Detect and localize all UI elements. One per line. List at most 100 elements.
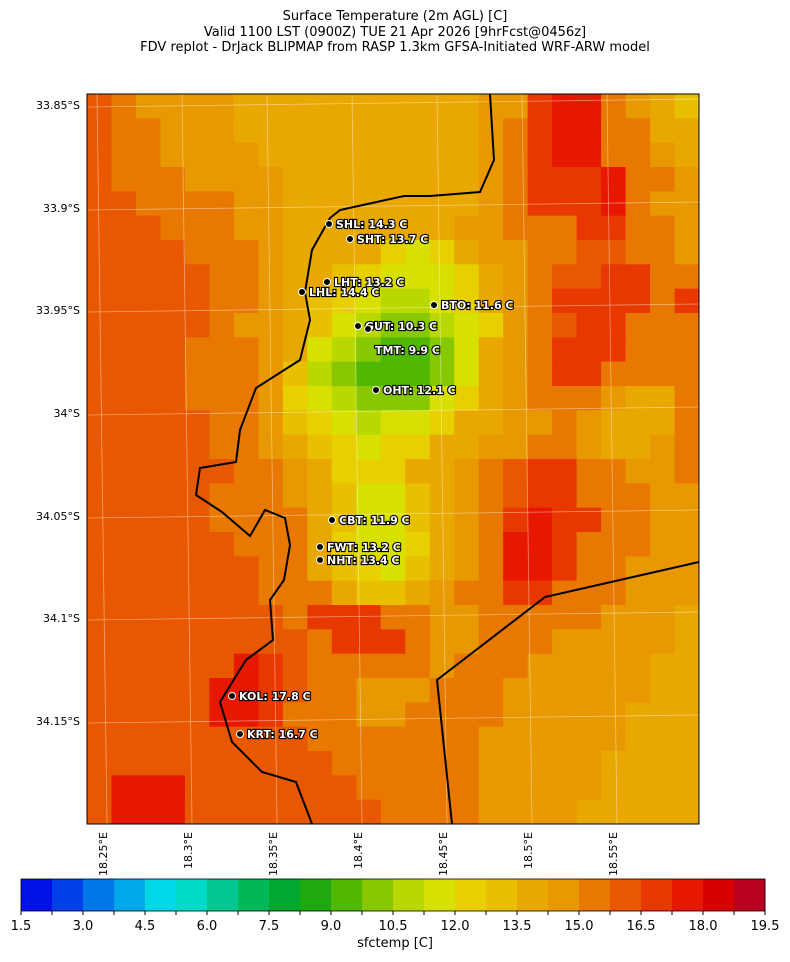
heat-cell — [527, 361, 553, 387]
heat-cell — [135, 434, 162, 460]
heat-cell — [601, 264, 627, 290]
heat-cell — [209, 264, 235, 290]
heat-cell — [601, 142, 627, 168]
heat-cell — [111, 337, 137, 363]
heat-cell — [650, 726, 676, 752]
heat-cell — [552, 167, 578, 192]
heat-cell — [503, 556, 529, 582]
heat-cell — [282, 653, 308, 679]
heat-cell — [478, 702, 504, 728]
heat-cell — [405, 629, 431, 655]
heat-cell — [429, 240, 455, 265]
colorbar-tick-label: 16.5 — [627, 919, 656, 934]
station-marker[interactable] — [328, 516, 336, 524]
heat-cell — [380, 142, 406, 168]
heat-cell — [405, 483, 431, 509]
heat-cell — [601, 702, 627, 728]
heat-cell — [429, 507, 455, 533]
heat-cell — [601, 726, 627, 752]
heat-cell — [625, 507, 651, 533]
heat-cell — [184, 605, 210, 630]
latitude-gridline — [87, 509, 699, 519]
heat-cell — [601, 483, 627, 509]
station-marker[interactable] — [298, 288, 306, 296]
station-marker[interactable] — [346, 235, 354, 243]
heat-cell — [160, 726, 186, 752]
station-marker[interactable] — [236, 730, 244, 738]
heat-cell — [184, 142, 210, 168]
heat-cell — [380, 605, 406, 630]
heat-cell — [625, 483, 651, 509]
heat-cell — [356, 678, 382, 703]
heat-cell — [282, 702, 308, 728]
station-label: NHT: 13.4 C — [327, 554, 400, 567]
station-marker[interactable] — [316, 543, 324, 551]
heat-cell — [576, 167, 602, 192]
heat-cell — [601, 191, 627, 217]
heat-cell — [184, 191, 210, 217]
longitude-tick-label: 18.45°E — [437, 832, 450, 876]
heat-cell — [454, 678, 480, 703]
heat-cell — [111, 459, 137, 484]
station-marker[interactable] — [364, 325, 372, 333]
heat-cell — [405, 799, 431, 824]
heat-cell — [380, 410, 406, 436]
heat-cell — [478, 361, 504, 387]
heat-cell — [111, 361, 137, 387]
heat-cell — [356, 507, 382, 533]
heat-cell — [160, 532, 186, 557]
heat-cell — [454, 191, 480, 217]
heat-cell — [674, 410, 699, 436]
heat-cell — [87, 142, 113, 168]
heat-cell — [233, 556, 259, 582]
heat-cell — [503, 386, 529, 411]
heat-cell — [454, 799, 480, 824]
heat-cell — [160, 702, 186, 728]
station-marker[interactable] — [323, 278, 331, 286]
heat-cell — [625, 215, 651, 241]
heat-cell — [674, 118, 699, 144]
latitude-tick-label: 33.85°S — [36, 99, 80, 112]
heat-cell — [87, 799, 113, 824]
heat-cell — [111, 386, 137, 411]
heat-cell — [282, 726, 308, 752]
heat-cell — [576, 605, 602, 630]
heat-cell — [331, 580, 357, 606]
heat-cell — [527, 629, 553, 655]
heat-cell — [650, 215, 676, 241]
station-marker[interactable] — [430, 301, 438, 309]
heat-cell — [405, 288, 431, 314]
heat-cell — [454, 459, 480, 484]
heat-cell — [454, 240, 480, 265]
heat-cell — [307, 118, 333, 144]
heat-cell — [601, 361, 627, 387]
heat-cell — [503, 459, 529, 484]
station-marker[interactable] — [228, 692, 236, 700]
heat-cell — [650, 434, 676, 460]
station-marker[interactable] — [325, 220, 333, 228]
heat-cell — [356, 337, 382, 363]
station-marker[interactable] — [354, 322, 362, 330]
heat-cell — [552, 94, 578, 119]
heat-cell — [380, 215, 406, 241]
heat-cell — [674, 142, 699, 168]
station-marker[interactable] — [316, 556, 324, 564]
heat-cell — [674, 726, 699, 752]
heat-cell — [576, 702, 602, 728]
station-label: CBT: 11.9 C — [339, 514, 410, 527]
station-marker[interactable] — [372, 386, 380, 394]
heat-cell — [576, 532, 602, 557]
heat-cell — [282, 483, 308, 509]
heat-cell — [429, 434, 455, 460]
heat-cell — [576, 288, 602, 314]
heat-cell — [601, 507, 627, 533]
heat-cell — [282, 264, 308, 290]
heat-cell — [87, 751, 113, 776]
heat-cell — [87, 678, 113, 703]
heat-cell — [233, 775, 259, 801]
heat-cell — [258, 653, 284, 679]
colorbar-swatch — [610, 879, 642, 911]
colorbar-swatch — [300, 879, 332, 911]
heat-cell — [160, 556, 186, 582]
heat-cell — [503, 215, 529, 241]
